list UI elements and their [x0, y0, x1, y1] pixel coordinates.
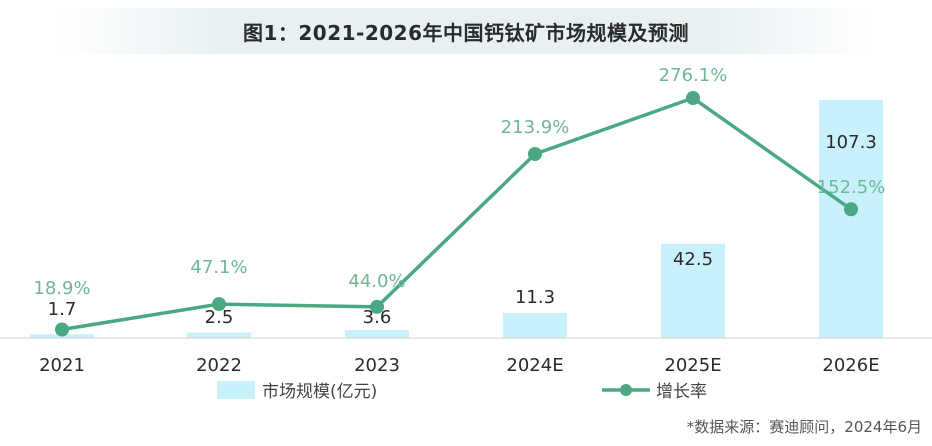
bar-2022 [187, 332, 251, 338]
growth-rate-label: 18.9% [33, 278, 90, 299]
growth-rate-label: 276.1% [659, 65, 728, 86]
bar-2026E [819, 100, 883, 338]
bar-2024E [503, 312, 567, 338]
bar-2025E [661, 243, 725, 338]
growth-rate-point-2025E [686, 91, 700, 106]
bar-value-label: 3.6 [363, 307, 392, 328]
bar-value-label: 42.5 [673, 249, 713, 270]
chart-title: 图1：2021-2026年中国钙钛矿市场规模及预测 [242, 21, 690, 45]
legend-swatch-marker [620, 384, 632, 396]
bar-value-label: 1.7 [48, 299, 77, 320]
growth-rate-label: 44.0% [348, 271, 405, 292]
x-tick-label: 2026E [822, 355, 879, 376]
title-band [60, 8, 872, 54]
growth-rate-point-2026E [844, 202, 858, 217]
growth-rate-point-2021 [55, 322, 69, 337]
legend-label-bar: 市场规模(亿元) [262, 382, 377, 402]
x-tick-label: 2021 [39, 355, 85, 376]
bar-value-label: 11.3 [515, 287, 555, 308]
bar-value-label: 2.5 [205, 307, 234, 328]
growth-rate-point-2022 [212, 297, 226, 312]
growth-rate-label: 47.1% [190, 257, 247, 278]
bar-2023 [345, 330, 409, 338]
legend-label-line: 增长率 [656, 382, 707, 402]
growth-rate-line [61, 96, 853, 332]
x-tick-label: 2024E [506, 355, 563, 376]
x-tick-label: 2025E [664, 355, 721, 376]
growth-rate-point-2024E [528, 146, 542, 161]
x-tick-label: 2023 [354, 355, 400, 376]
growth-rate-point-2023 [370, 299, 384, 314]
data-source-note: *数据来源：赛迪顾问，2024年6月 [686, 418, 922, 436]
bar-value-label: 107.3 [825, 132, 877, 153]
growth-rate-label: 213.9% [501, 117, 570, 138]
x-tick-label: 2022 [196, 355, 242, 376]
legend-swatch-bar [217, 381, 255, 399]
growth-rate-label: 152.5% [817, 177, 886, 198]
